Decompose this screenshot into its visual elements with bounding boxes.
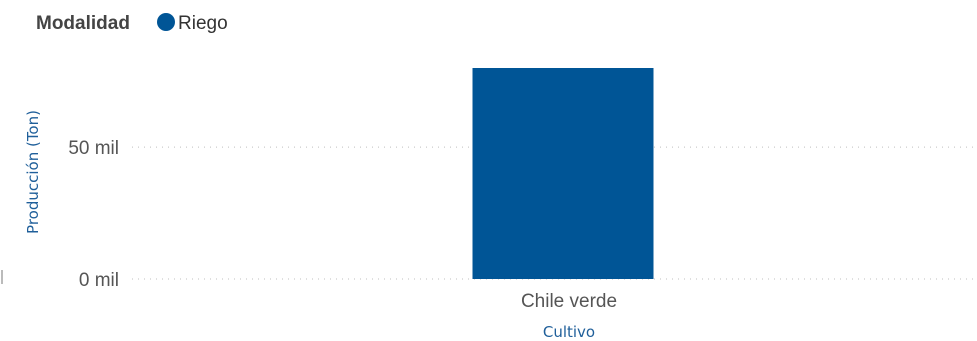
legend: Modalidad Riego <box>36 13 228 34</box>
bar-chile-verde-riego[interactable] <box>472 68 654 279</box>
y-tick-label-0: 0 mil <box>79 270 119 291</box>
y-axis-ticks: 0 mil 50 mil <box>68 138 119 291</box>
bars <box>472 68 654 279</box>
legend-marker-riego <box>157 13 175 31</box>
y-tick-label-1: 50 mil <box>68 138 119 159</box>
legend-title: Modalidad <box>36 13 130 34</box>
x-axis-ticks: Chile verde <box>521 291 617 312</box>
x-axis-title: Cultivo <box>543 323 595 341</box>
y-axis-title: Producción (Ton) <box>24 110 42 234</box>
gridlines <box>132 146 975 280</box>
x-tick-label-0: Chile verde <box>521 291 617 312</box>
legend-label-riego: Riego <box>178 13 228 34</box>
